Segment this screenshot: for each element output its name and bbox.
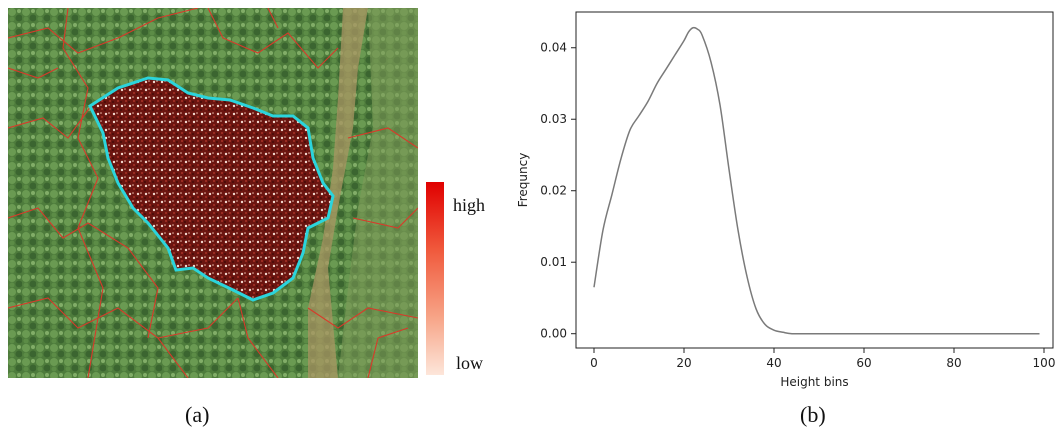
y-tick-label: 0.04 (540, 41, 567, 55)
x-ticks: 0 20 40 60 80 100 (590, 348, 1055, 370)
y-ticks: 0.00 0.01 0.02 0.03 0.04 (540, 41, 576, 341)
x-tick-label: 60 (856, 356, 871, 370)
aerial-image-panel (8, 8, 418, 378)
x-tick-label: 20 (676, 356, 691, 370)
x-axis-label: Height bins (780, 375, 848, 389)
plot-frame (575, 11, 1054, 349)
aerial-image (8, 8, 418, 378)
x-tick-label: 100 (1033, 356, 1056, 370)
parcel-boundaries (8, 8, 418, 378)
colorbar (426, 182, 444, 375)
y-tick-label: 0.03 (540, 112, 567, 126)
x-tick-label: 0 (590, 356, 598, 370)
x-tick-label: 80 (946, 356, 961, 370)
x-tick-label: 40 (766, 356, 781, 370)
series-line (593, 26, 1040, 335)
y-tick-label: 0.02 (540, 184, 567, 198)
frequency-chart: 0 20 40 60 80 100 0.00 0.01 0.02 0.03 0.04 Height… (516, 11, 1055, 389)
caption-b: (b) (800, 402, 826, 427)
colorbar-high-label: high (453, 195, 486, 215)
y-tick-label: 0.01 (540, 255, 567, 269)
caption-a: (a) (185, 402, 210, 427)
colorbar-low-label: low (456, 353, 483, 373)
y-axis-label: Frequncy (516, 153, 530, 208)
y-tick-label: 0.00 (540, 327, 567, 341)
frequency-chart-panel: 0 20 40 60 80 100 0.00 0.01 0.02 0.03 0.04 Height… (510, 0, 1063, 400)
selected-region (88, 76, 335, 302)
